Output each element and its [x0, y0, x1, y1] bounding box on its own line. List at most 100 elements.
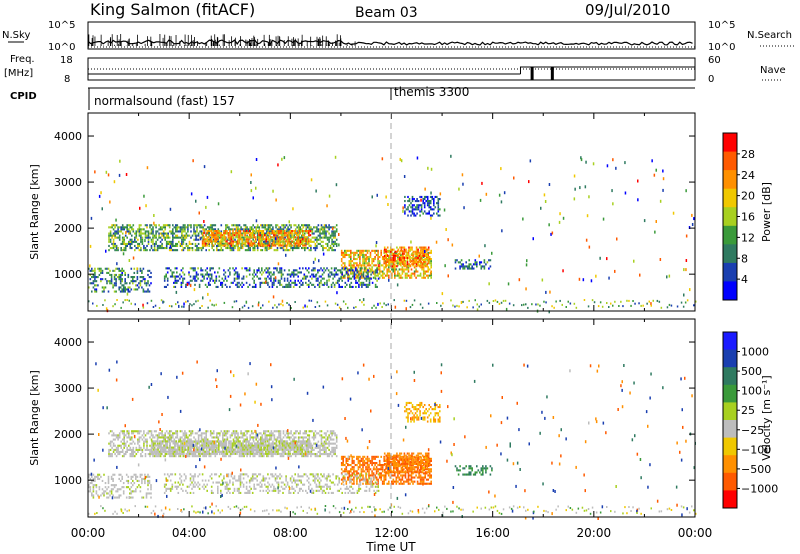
scatter-cell [169, 207, 172, 211]
scatter-cell [329, 453, 332, 456]
scatter-cell [260, 306, 262, 309]
scatter-cell [239, 232, 242, 235]
scatter-cell [279, 244, 281, 247]
scatter-cell [217, 242, 219, 245]
scatter-cell [175, 432, 177, 435]
scatter-cell [424, 262, 426, 265]
scatter-cell [300, 242, 302, 245]
scatter-cell [415, 252, 418, 255]
scatter-cell [400, 249, 402, 252]
scatter-cell [152, 455, 154, 458]
scatter-cell [586, 214, 589, 218]
scatter-cell [137, 238, 139, 241]
scatter-cell [187, 247, 189, 250]
scatter-cell [222, 436, 224, 439]
scatter-cell [129, 238, 132, 241]
scatter-cell [287, 436, 289, 439]
scatter-cell [309, 275, 312, 278]
scatter-cell [118, 273, 120, 276]
scatter-cell [259, 236, 262, 239]
scatter-cell [328, 247, 330, 250]
scatter-cell [317, 238, 320, 241]
scatter-cell [320, 236, 323, 239]
scatter-cell [430, 270, 432, 273]
scatter-cell [143, 228, 145, 231]
scatter-cell [100, 267, 102, 270]
scatter-cell [140, 448, 142, 451]
scatter-cell [306, 269, 309, 272]
scatter-cell [363, 262, 366, 265]
scatter-cell [187, 224, 189, 227]
scatter-cell [308, 283, 310, 286]
scatter-cell [353, 262, 355, 265]
scatter-cell [311, 240, 314, 243]
scatter-cell [168, 440, 171, 443]
scatter-cell [224, 244, 227, 247]
scatter-cell [372, 258, 375, 261]
scatter-cell [400, 159, 403, 163]
scatter-cell [437, 208, 440, 211]
scatter-cell [176, 432, 179, 435]
scatter-cell [161, 238, 163, 241]
scatter-cell [368, 281, 371, 284]
scatter-cell [222, 434, 224, 437]
scatter-cell [138, 446, 141, 449]
scatter-cell [128, 299, 130, 302]
scatter-cell [153, 436, 156, 439]
scatter-cell [584, 185, 587, 189]
scatter-cell [317, 234, 320, 237]
scatter-cell [173, 432, 176, 435]
scatter-cell [129, 446, 132, 449]
scatter-cell [226, 230, 228, 233]
scatter-cell [369, 251, 372, 254]
scatter-cell [411, 263, 413, 266]
scatter-cell [347, 249, 349, 252]
scatter-cell [359, 264, 361, 267]
scatter-cell [250, 430, 253, 433]
scatter-cell [207, 236, 210, 239]
scatter-cell [301, 234, 303, 237]
scatter-cell [365, 279, 368, 282]
scatter-cell [316, 230, 318, 233]
scatter-cell [168, 438, 171, 441]
scatter-cell [393, 265, 395, 268]
nsearch-label: N.Search [747, 30, 792, 41]
scatter-cell [121, 442, 124, 445]
scatter-cell [587, 305, 590, 308]
scatter-cell [188, 271, 190, 274]
scatter-cell [280, 271, 283, 274]
scatter-cell [316, 240, 318, 243]
scatter-cell [396, 283, 399, 287]
scatter-cell [165, 247, 168, 250]
scatter-cell [279, 230, 281, 233]
scatter-cell [152, 234, 154, 237]
scatter-cell [350, 277, 353, 280]
scatter-cell [321, 283, 324, 286]
scatter-cell [182, 242, 185, 245]
scatter-cell [383, 250, 386, 253]
scatter-cell [371, 266, 373, 269]
scatter-cell [344, 264, 346, 267]
scatter-cell [224, 230, 227, 233]
scatter-cell [217, 202, 220, 206]
scatter-cell [197, 299, 199, 302]
scatter-cell [182, 271, 184, 274]
scatter-cell [275, 438, 277, 441]
scatter-cell [301, 455, 303, 458]
scatter-cell [179, 228, 182, 231]
scatter-cell [268, 285, 271, 288]
scatter-cell [280, 277, 283, 280]
scatter-cell [386, 272, 388, 275]
scatter-cell [215, 232, 218, 235]
scatter-cell [353, 253, 355, 256]
scatter-cell [328, 278, 330, 282]
scatter-cell [373, 304, 375, 307]
scatter-cell [145, 290, 148, 293]
scatter-cell [474, 261, 477, 264]
scatter-cell [233, 277, 236, 280]
scatter-cell [282, 249, 285, 252]
scatter-cell [372, 249, 375, 252]
scatter-cell [112, 224, 115, 227]
scatter-cell [249, 455, 251, 458]
scatter-cell [206, 232, 208, 235]
